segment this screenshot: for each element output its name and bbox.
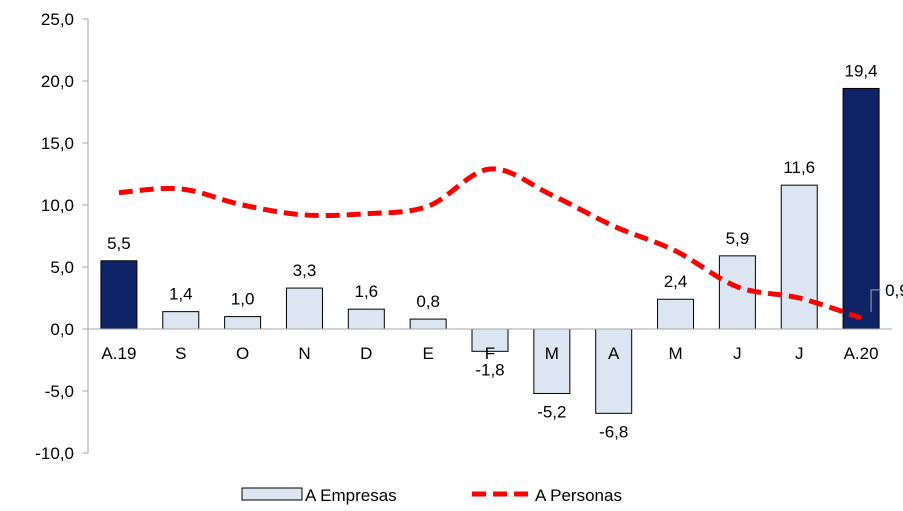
line-series: [118, 166, 862, 321]
bar-data-label: -5,2: [537, 402, 566, 421]
bar: [780, 184, 818, 330]
y-axis: 25,0 20,0 15,0 10,0 5,0 0,0 -5,0 -10,0: [35, 10, 89, 463]
x-tick-label: A: [608, 344, 620, 363]
y-tick-label: 10,0: [41, 196, 74, 215]
bar-data-label: 1,0: [231, 290, 255, 309]
x-tick-label: J: [733, 344, 742, 363]
line-end-leader: [870, 289, 882, 312]
bar-data-label: 1,4: [169, 285, 193, 304]
x-tick-label: A.20: [844, 344, 879, 363]
bar: [595, 328, 633, 414]
data-labels: 5,5 1,4 1,0 3,3 1,6 0,8 -1,8 -5,2 -6,8 2,4 5,9 11,6…: [107, 61, 903, 441]
bar-data-label: 0,8: [416, 292, 440, 311]
bar: [409, 318, 447, 330]
bar-data-label: 1,6: [354, 282, 378, 301]
x-tick-label: A.19: [101, 344, 136, 363]
bar: [657, 298, 695, 330]
bar: [285, 287, 323, 330]
x-axis: A.19 S O N D E F M A M J J A.20: [88, 328, 892, 363]
y-tick-label: 25,0: [41, 10, 74, 29]
x-tick-label: S: [175, 344, 186, 363]
y-tick-label: -5,0: [45, 382, 74, 401]
bar-data-label: -1,8: [475, 360, 504, 379]
legend: A Empresas A Personas: [241, 486, 622, 505]
bar-data-label: 3,3: [293, 261, 317, 280]
bar-data-label: 5,5: [107, 234, 131, 253]
x-tick-label: M: [668, 344, 682, 363]
bar: [347, 308, 385, 330]
legend-swatch-empresas: [241, 487, 303, 501]
x-tick-label: J: [795, 344, 804, 363]
bar-data-label: 5,9: [726, 229, 750, 248]
x-tick-label: N: [298, 344, 310, 363]
bar-data-label: 19,4: [845, 61, 878, 80]
bar: [100, 260, 138, 330]
x-tick-label: F: [485, 344, 495, 363]
y-tick-label: 0,0: [50, 320, 74, 339]
bar: [842, 87, 880, 330]
x-tick-label: O: [236, 344, 249, 363]
line-personas: [118, 166, 862, 321]
bar: [533, 328, 571, 394]
bar-data-label: 2,4: [664, 272, 688, 291]
legend-label-personas: A Personas: [535, 486, 622, 505]
y-tick-label: 5,0: [50, 258, 74, 277]
x-tick-label: E: [422, 344, 433, 363]
bar: [162, 311, 200, 330]
bar-data-label: -6,8: [599, 422, 628, 441]
line-end-label: 0,9: [885, 281, 903, 300]
y-tick-label: 20,0: [41, 72, 74, 91]
y-tick-label: 15,0: [41, 134, 74, 153]
legend-label-empresas: A Empresas: [305, 486, 397, 505]
bar-data-label: 11,6: [783, 158, 815, 177]
x-tick-label: M: [545, 344, 559, 363]
bar: [224, 316, 262, 330]
y-tick-label: -10,0: [35, 444, 74, 463]
x-tick-label: D: [360, 344, 372, 363]
